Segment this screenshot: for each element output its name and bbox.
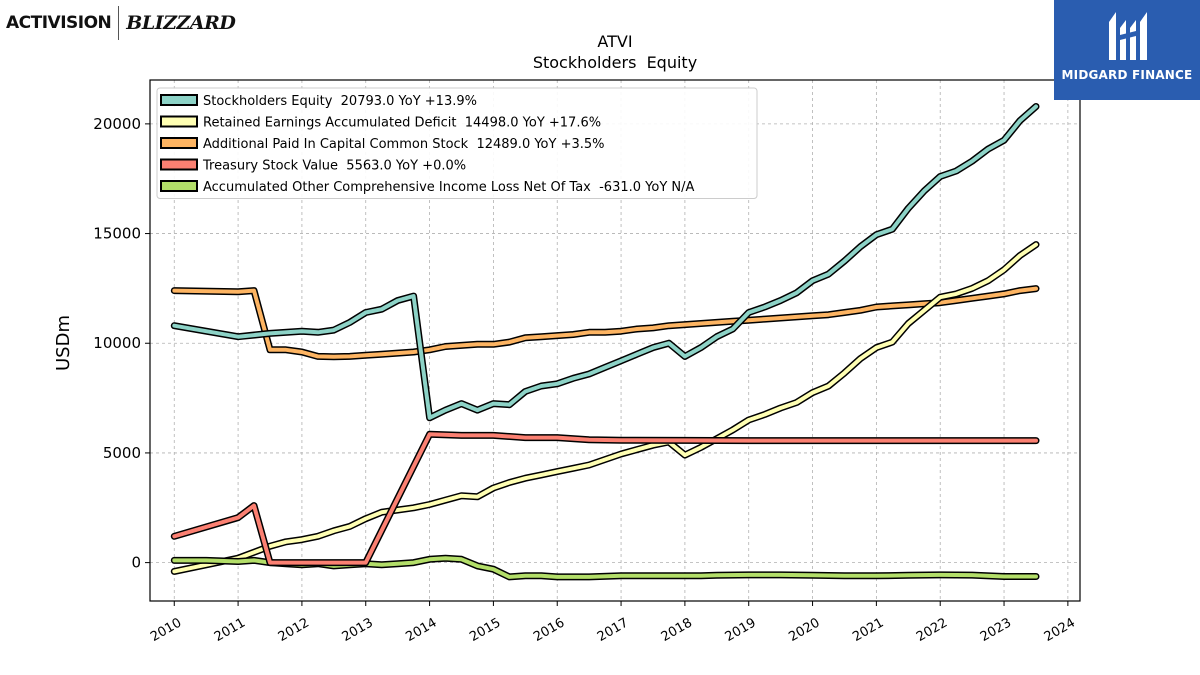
- legend-label: Retained Earnings Accumulated Deficit 14…: [203, 116, 601, 131]
- y-tick-label: 15000: [93, 225, 141, 243]
- x-tick-label: 2014: [403, 615, 439, 645]
- midgard-finance-text: MIDGARD FINANCE: [1061, 68, 1193, 82]
- chart-legend: Stockholders Equity 20793.0 YoY +13.9% Re…: [156, 87, 758, 199]
- legend-label: Stockholders Equity 20793.0 YoY +13.9%: [203, 94, 477, 109]
- legend-swatch: [160, 180, 198, 192]
- legend-swatch: [160, 94, 198, 106]
- x-tick-label: 2011: [212, 615, 248, 645]
- legend-swatch: [160, 115, 198, 128]
- legend-label: Additional Paid In Capital Common Stock …: [203, 137, 605, 152]
- x-tick-label: 2013: [340, 615, 376, 645]
- y-tick-label: 5000: [103, 444, 141, 462]
- series-line: [172, 286, 1038, 359]
- chart-subtitle: Stockholders Equity: [533, 53, 697, 72]
- midgard-mark-icon: [1109, 12, 1147, 60]
- legend-box: [156, 87, 758, 199]
- series-line: [172, 104, 1038, 420]
- x-tick-label: 2021: [850, 615, 886, 645]
- x-tick-label: 2016: [531, 615, 567, 645]
- x-tick-label: 2010: [148, 615, 184, 645]
- y-tick-label: 10000: [93, 334, 141, 352]
- x-tick-label: 2020: [786, 615, 822, 645]
- x-tick-label: 2022: [914, 615, 950, 645]
- series-line-outline: [170, 430, 1040, 567]
- x-tick-label: 2024: [1042, 615, 1078, 645]
- legend-swatch: [160, 137, 198, 149]
- chart-title: ATVI: [597, 32, 632, 51]
- plot-frame: [149, 79, 1081, 602]
- logo-divider: [118, 6, 120, 40]
- y-axis-ticks: 0 5000 10000 15000 20000: [93, 115, 150, 572]
- legend-label: Treasury Stock Value 5563.0 YoY +0.0%: [202, 159, 466, 174]
- y-axis-label: USDm: [53, 315, 74, 371]
- chart-series-lines: [170, 103, 1040, 581]
- y-tick-label: 0: [131, 554, 141, 572]
- x-tick-label: 2023: [978, 615, 1014, 645]
- legend-label: Accumulated Other Comprehensive Income L…: [203, 180, 694, 195]
- x-tick-label: 2015: [467, 615, 503, 645]
- series-line: [172, 432, 1038, 565]
- series-line: [172, 242, 1038, 574]
- x-tick-label: 2019: [723, 615, 759, 645]
- midgard-finance-logo: MIDGARD FINANCE: [1054, 0, 1200, 100]
- x-axis-ticks: 2010 2011 2012 2013 2014 2015 2016 2017 2018 2019…: [148, 601, 1078, 645]
- x-tick-label: 2017: [595, 615, 631, 645]
- series-line-outline: [170, 241, 1040, 575]
- blizzard-logo-text: BLIZZARD: [126, 12, 236, 34]
- legend-swatch: [160, 158, 198, 171]
- x-tick-label: 2018: [659, 615, 695, 645]
- activision-logo-text: ACTIVISION: [6, 13, 112, 33]
- x-tick-label: 2012: [276, 615, 312, 645]
- activision-blizzard-logo: ACTIVISION BLIZZARD: [6, 4, 236, 42]
- y-tick-label: 20000: [93, 115, 141, 133]
